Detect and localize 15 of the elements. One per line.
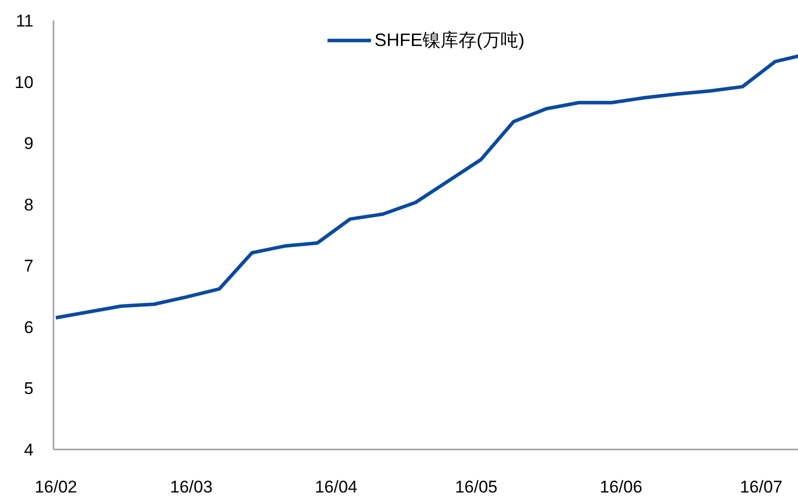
x-tick-label: 16/05 (454, 478, 498, 496)
y-tick-label: 11 (16, 12, 34, 30)
y-tick-label: 5 (24, 379, 34, 398)
y-tick-label: 8 (24, 195, 34, 214)
x-tick-label: 16/03 (170, 478, 213, 496)
y-tick-label: 4 (24, 440, 34, 460)
legend-label: SHFE镍库存(万吨) (374, 29, 524, 52)
x-tick-label: 16/02 (34, 478, 78, 496)
y-tick-label: 9 (24, 134, 34, 154)
y-tick-label: 7 (24, 256, 34, 276)
x-tick-label: 16/04 (314, 478, 358, 496)
x-tick-label: 16/07 (740, 478, 782, 496)
x-tick-label: 16/06 (600, 478, 642, 496)
y-tick-label: 6 (24, 318, 34, 337)
y-tick-label: 10 (14, 72, 34, 92)
